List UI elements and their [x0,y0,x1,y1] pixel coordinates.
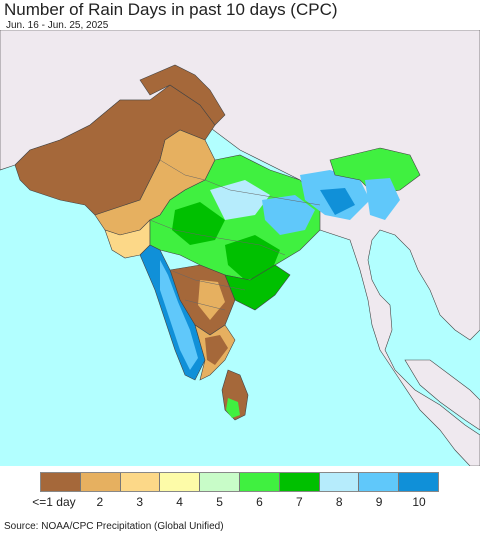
legend-label: 8 [335,495,343,509]
legend-label: <=1 day [32,495,76,509]
legend-swatch [80,473,121,491]
region-east-coast-green [224,264,291,311]
legend-swatch [200,473,240,491]
region-northeast-green [329,147,421,196]
region-central-darkgreen [172,202,225,245]
region-western-ghats-light [160,260,198,370]
legend-swatch [359,473,400,491]
legend-swatch [319,473,360,491]
legend-label: 5 [216,495,223,509]
state-boundaries [159,159,321,206]
map-title: Number of Rain Days in past 10 days (CPC… [4,0,338,19]
rain-days-map [0,30,480,466]
region-northeast-blue [365,178,400,220]
region-south-dry [205,335,228,365]
legend-label: 4 [176,495,183,509]
legend-label: 7 [296,495,303,509]
region-east-darkgreen [225,235,280,280]
region-bengal-darkblue [320,188,355,215]
legend-label: 6 [256,495,263,509]
land-outside-southeast [404,359,480,431]
source-note: Source: NOAA/CPC Precipitation (Global U… [4,521,224,532]
legend-labels: <=1 day 2 3 4 5 6 7 8 9 10 [32,495,439,511]
date-range-subtitle: Jun. 16 - Jun. 25, 2025 [6,20,109,31]
legend-swatch [160,473,201,491]
legend-label: 2 [96,495,104,509]
legend-colorbar [40,472,439,492]
legend-label: 9 [375,495,383,509]
legend-swatch [399,473,438,491]
legend-label: 10 [412,495,426,509]
legend-swatch [279,473,320,491]
region-sri-lanka-green [226,398,240,418]
legend-swatch [41,473,81,491]
region-kashmir-dry [139,64,226,126]
region-deccan-tan [198,280,225,320]
legend-swatch [120,473,161,491]
legend-swatch [239,473,280,491]
region-central-lightblue [210,180,270,220]
region-east-blue [262,195,315,235]
legend-label: 3 [136,495,144,509]
